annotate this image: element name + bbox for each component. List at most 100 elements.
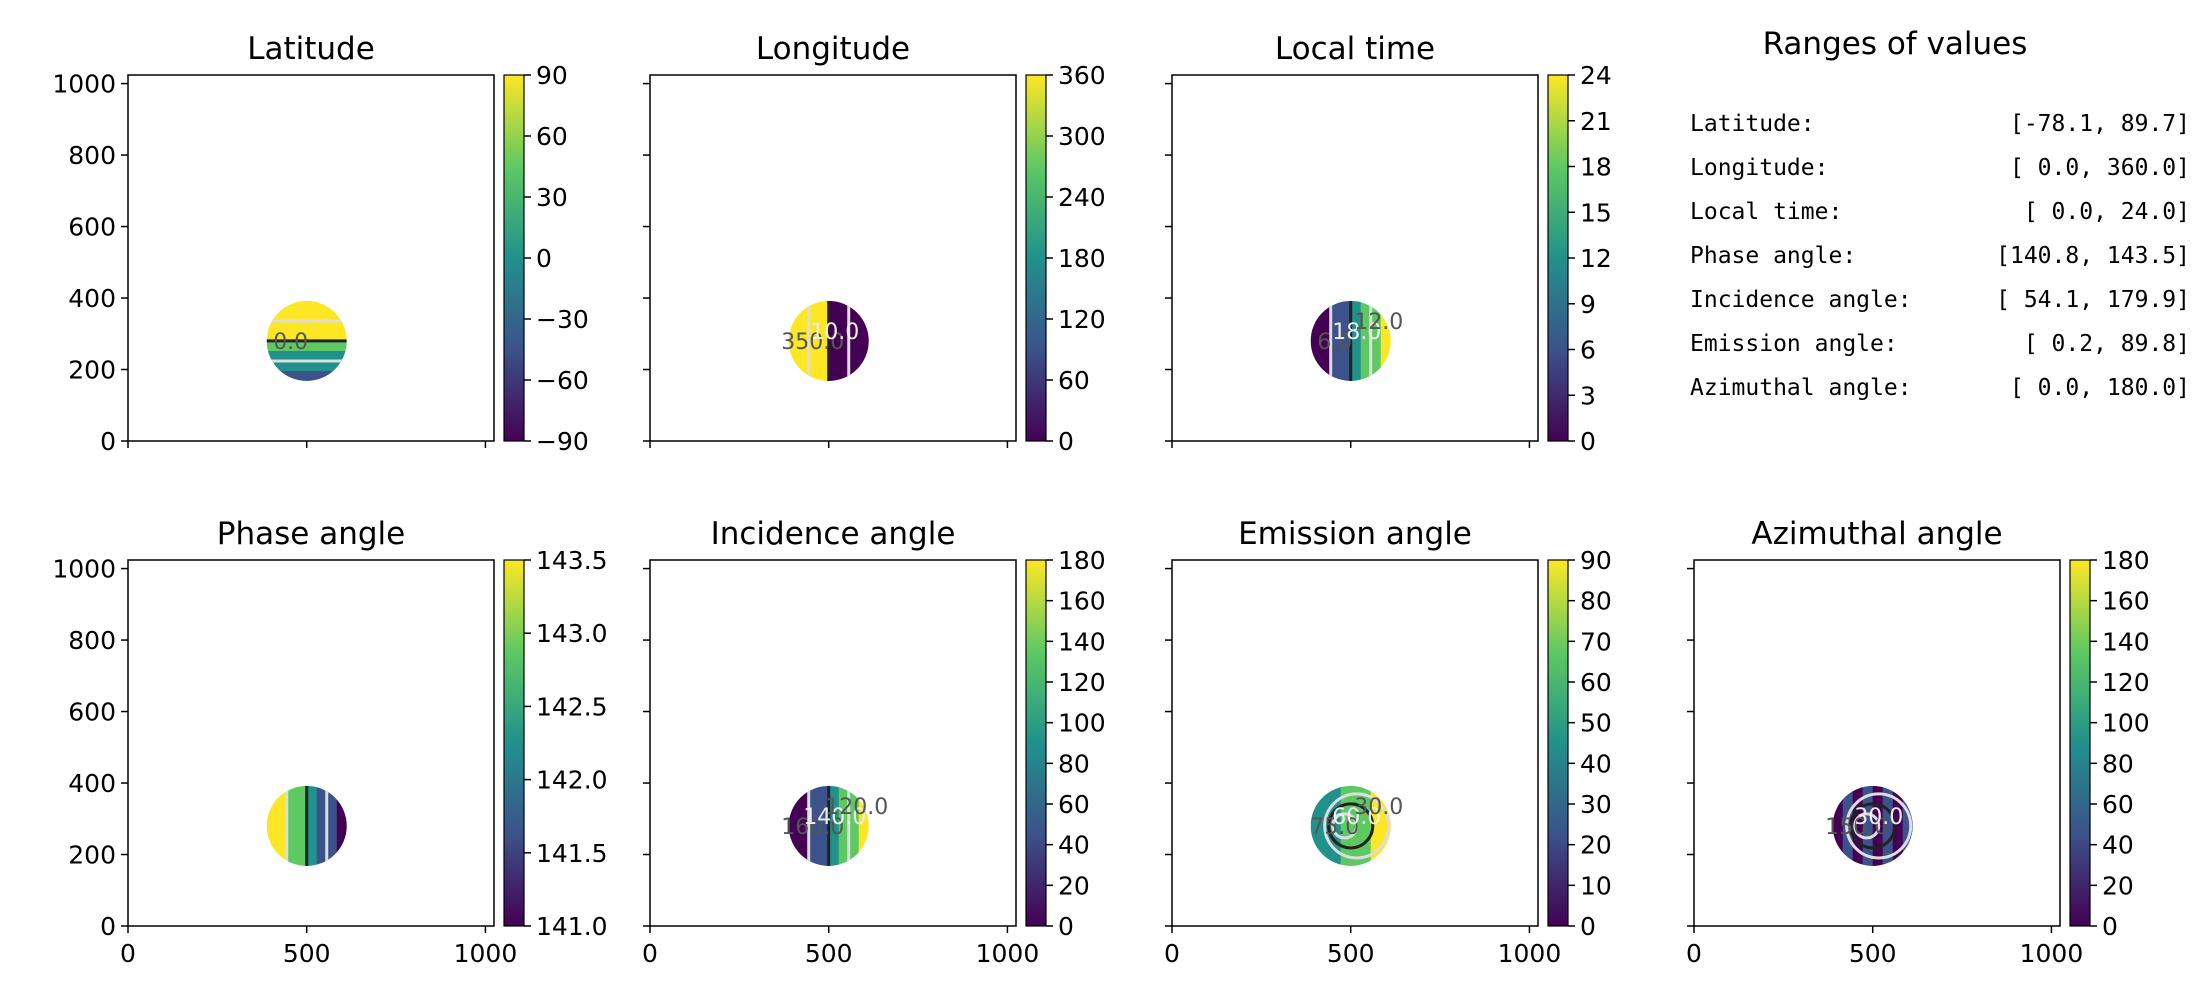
colorbar-tick-label: 180 <box>1058 546 1106 575</box>
contour-label: 30.0 <box>1354 795 1403 820</box>
disc-segment <box>1360 785 1372 866</box>
range-value: [140.8, 143.5] <box>1996 243 2190 269</box>
contour-label: 60.0 <box>1332 805 1381 830</box>
panel-title: Longitude <box>756 31 910 67</box>
contour-label: 18.0 <box>1332 320 1381 345</box>
colorbar-tick-label: 100 <box>2102 709 2150 738</box>
axes-frame <box>127 74 495 442</box>
disc-segment <box>1350 300 1362 381</box>
contour-label: 350.0 <box>781 330 844 355</box>
colorbar-tick-label: 300 <box>1058 122 1106 151</box>
ranges-of-values: Ranges of values Latitude: [-78.1, 89.7] L… <box>1690 26 2190 401</box>
disc-segment <box>818 785 830 866</box>
y-tick-label: 800 <box>68 141 116 170</box>
x-tick-label: 1000 <box>976 939 1040 968</box>
colorbar-tick-label: 10 <box>1580 871 1612 900</box>
range-value: [-78.1, 89.7] <box>2010 111 2190 137</box>
range-label: Emission angle: <box>1690 331 1898 357</box>
contour-label: 160.0 <box>781 815 844 840</box>
disc-image <box>266 785 347 866</box>
colorbar-tick-label: −90 <box>536 427 589 456</box>
colorbar-tick-label: 120 <box>1058 305 1106 334</box>
y-tick-label: 200 <box>68 356 116 385</box>
colorbar <box>1025 74 1047 442</box>
panel-phase-angle: Phase angle 0 200 400 600 800 1000 0 500 1000 143.… <box>52 516 607 968</box>
colorbar-tick-label: 0 <box>1058 427 1074 456</box>
colorbar-tick-label: 143.5 <box>536 546 608 575</box>
disc-segment <box>1370 300 1382 381</box>
colorbar-tick-label: 21 <box>1580 107 1612 136</box>
contour-line <box>1853 812 1881 840</box>
disc-segment <box>828 785 840 866</box>
colorbar-tick-label: 142.0 <box>536 766 608 795</box>
colorbar-tick-label: 70 <box>1580 627 1612 656</box>
disc-segment <box>266 300 347 312</box>
colorbar-tick-label: 50 <box>1580 709 1612 738</box>
colorbar-tick-label: 0 <box>536 244 552 273</box>
x-tick-label: 0 <box>1686 939 1702 968</box>
panel-title: Azimuthal angle <box>1751 516 2002 552</box>
colorbar-tick-label: 140 <box>1058 627 1106 656</box>
colorbar-tick-label: 40 <box>1058 831 1090 860</box>
disc-segment <box>1882 785 1894 866</box>
disc-segment <box>798 785 810 866</box>
axes-frame <box>1693 559 2061 927</box>
ranges-title: Ranges of values <box>1763 26 2028 62</box>
colorbar-tick-label: 60 <box>1580 668 1612 697</box>
x-tick-label: 0 <box>1164 939 1180 968</box>
range-value: [ 0.0, 180.0] <box>2010 375 2190 401</box>
x-tick-label: 500 <box>1849 939 1897 968</box>
x-tick-label: 500 <box>1327 939 1375 968</box>
disc-segment <box>1380 785 1391 866</box>
colorbar-tick-label: 6 <box>1580 336 1596 365</box>
y-tick-label: 0 <box>100 427 116 456</box>
contour-line <box>1323 792 1391 860</box>
panel-title: Emission angle <box>1238 516 1472 552</box>
axes-frame <box>1171 74 1539 442</box>
colorbar-tick-label: 80 <box>1580 587 1612 616</box>
disc-segment <box>848 300 860 381</box>
contour-label: 10.0 <box>810 320 859 345</box>
colorbar-tick-label: 20 <box>2102 871 2134 900</box>
disc-segment <box>838 785 850 866</box>
contour-label: 140.0 <box>803 805 866 830</box>
panel-latitude: Latitude 0.0 0 200 400 600 800 1000 90 60 30 0 −30 −6… <box>52 31 588 456</box>
range-label: Local time: <box>1690 199 1842 225</box>
colorbar-tick-label: 40 <box>2102 831 2134 860</box>
disc-segment <box>266 370 347 381</box>
range-label: Latitude: <box>1690 111 1815 137</box>
colorbar-tick-label: 141.0 <box>536 912 608 941</box>
colorbar-tick-label: 142.5 <box>536 692 608 721</box>
y-tick-label: 600 <box>68 213 116 242</box>
y-tick-label: 400 <box>68 769 116 798</box>
colorbar-tick-label: 0 <box>1580 912 1596 941</box>
y-tick-label: 600 <box>68 698 116 727</box>
colorbar <box>1547 74 1569 442</box>
disc-segment <box>306 785 318 866</box>
x-tick-label: 1000 <box>1498 939 1562 968</box>
colorbar <box>2069 559 2091 927</box>
y-tick-label: 200 <box>68 841 116 870</box>
disc-segment <box>808 300 820 381</box>
disc-segment <box>788 300 800 381</box>
colorbar-tick-label: 9 <box>1580 290 1596 319</box>
disc-segment <box>266 360 347 372</box>
disc-segment <box>296 785 308 866</box>
colorbar-tick-label: −60 <box>536 366 589 395</box>
disc-segment <box>858 785 869 866</box>
colorbar-tick-label: 90 <box>536 61 568 90</box>
colorbar-tick-label: 90 <box>1580 546 1612 575</box>
disc-segment <box>808 785 820 866</box>
axes-frame <box>649 74 1017 442</box>
colorbar-tick-label: 240 <box>1058 183 1106 212</box>
disc-segment <box>286 785 298 866</box>
range-label: Azimuthal angle: <box>1690 375 1912 401</box>
colorbar-tick-label: 24 <box>1580 61 1612 90</box>
disc-segment <box>1370 785 1382 866</box>
x-tick-label: 0 <box>642 939 658 968</box>
x-tick-label: 1000 <box>454 939 518 968</box>
colorbar-tick-label: 0 <box>2102 912 2118 941</box>
colorbar-tick-label: 0 <box>1580 427 1596 456</box>
disc-segment <box>316 785 328 866</box>
